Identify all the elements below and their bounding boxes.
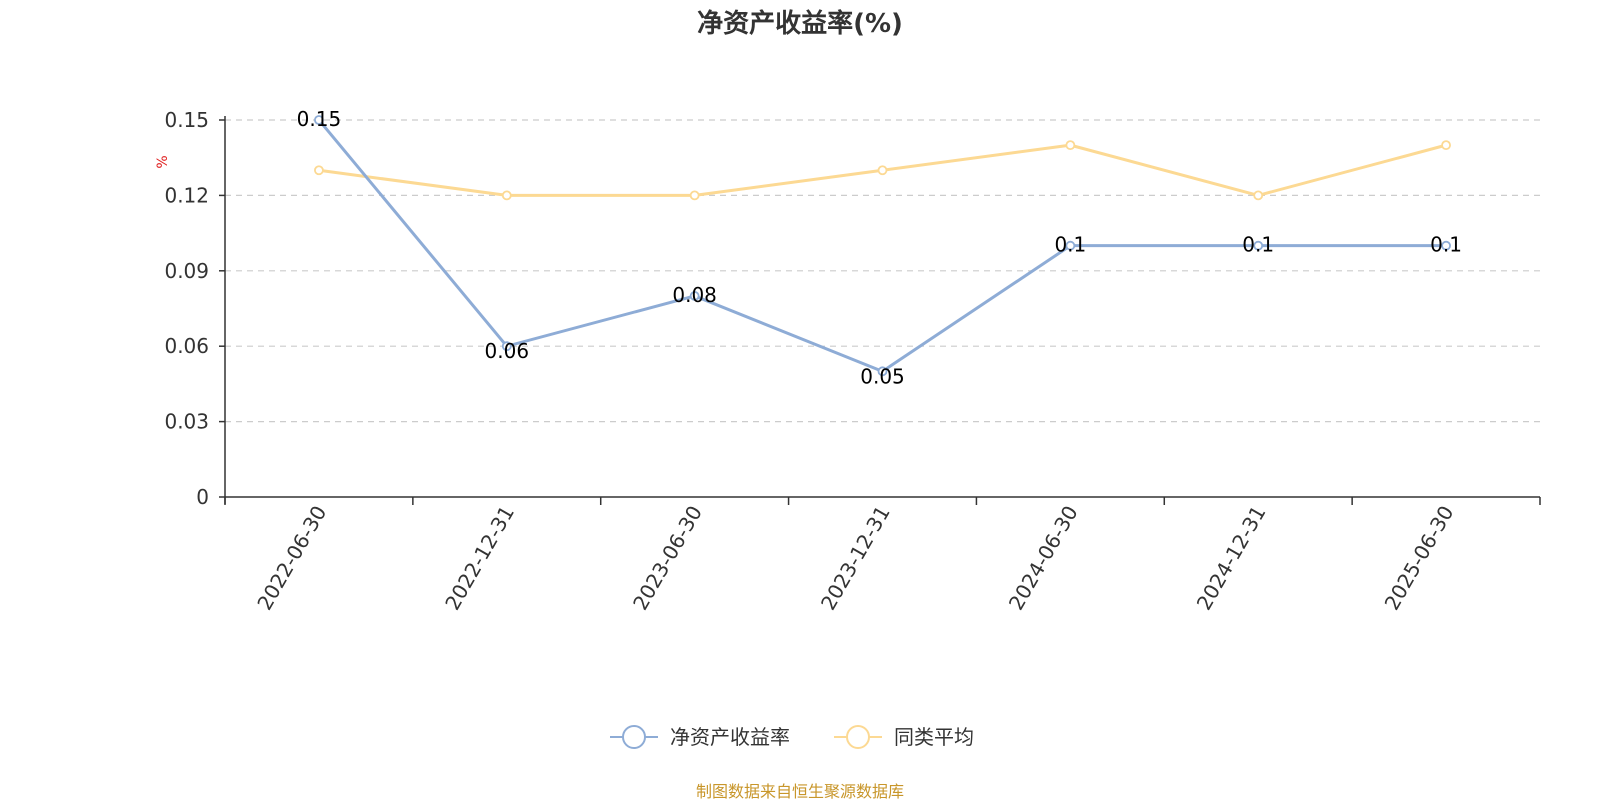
y-tick-label: 0 — [196, 485, 209, 509]
legend-item-roe[interactable]: 净资产收益率 — [610, 725, 790, 749]
legend-item-peer-average[interactable]: 同类平均 — [834, 725, 974, 749]
data-point-peer-average — [501, 190, 512, 201]
data-label: 0.1 — [1054, 233, 1086, 257]
x-tick-label: 2023-06-30 — [628, 502, 707, 615]
y-tick-label: 0.06 — [164, 334, 209, 358]
legend-label: 净资产收益率 — [670, 725, 790, 749]
data-point-roe — [877, 366, 888, 377]
legend-marker-icon — [846, 725, 870, 749]
data-point-roe — [1253, 240, 1264, 251]
y-tick-label: 0.15 — [164, 108, 209, 132]
data-point-peer-average — [877, 165, 888, 176]
data-point-peer-average — [314, 165, 324, 176]
data-label: 0.15 — [297, 107, 342, 131]
data-point-roe — [1065, 240, 1076, 251]
data-point-roe — [689, 291, 700, 301]
data-point-peer-average — [1441, 140, 1451, 151]
data-labels: 0.15 0.06 0.08 0.05 0.1 0.1 0.1 — [297, 107, 1462, 388]
legend-marker-icon — [622, 725, 646, 749]
y-tick-label: 0.03 — [164, 410, 209, 434]
data-point-peer-average — [1065, 140, 1076, 151]
data-label: 0.05 — [860, 364, 905, 388]
data-label: 0.1 — [1430, 233, 1462, 257]
x-tick-label: 2022-12-31 — [440, 502, 519, 615]
y-tick-label: 0.12 — [164, 183, 209, 207]
x-tick-label: 2025-06-30 — [1379, 502, 1458, 615]
x-tick-label: 2023-12-31 — [816, 502, 895, 615]
y-tick-label: 0.09 — [164, 259, 209, 283]
data-label: 0.08 — [672, 283, 717, 307]
data-point-peer-average — [689, 190, 700, 201]
legend: 净资产收益率 同类平均 — [610, 725, 974, 749]
series-line-roe — [317, 119, 1447, 373]
data-label: 0.1 — [1242, 233, 1274, 257]
x-tick-label: 2024-12-31 — [1192, 502, 1271, 615]
legend-label: 同类平均 — [894, 725, 974, 749]
x-tick-label: 2022-06-30 — [252, 502, 331, 615]
x-tick-label: 2024-06-30 — [1004, 502, 1083, 615]
y-axis-unit-label: % — [155, 155, 171, 168]
chart-title: 净资产收益率(%) — [697, 8, 903, 39]
data-point-peer-average — [1253, 190, 1264, 201]
source-note: 制图数据来自恒生聚源数据库 — [696, 782, 904, 800]
data-label: 0.06 — [485, 339, 530, 363]
series-lines — [314, 115, 1451, 377]
data-point-roe — [314, 115, 324, 125]
data-point-roe — [501, 341, 512, 352]
data-point-roe — [1441, 240, 1451, 251]
